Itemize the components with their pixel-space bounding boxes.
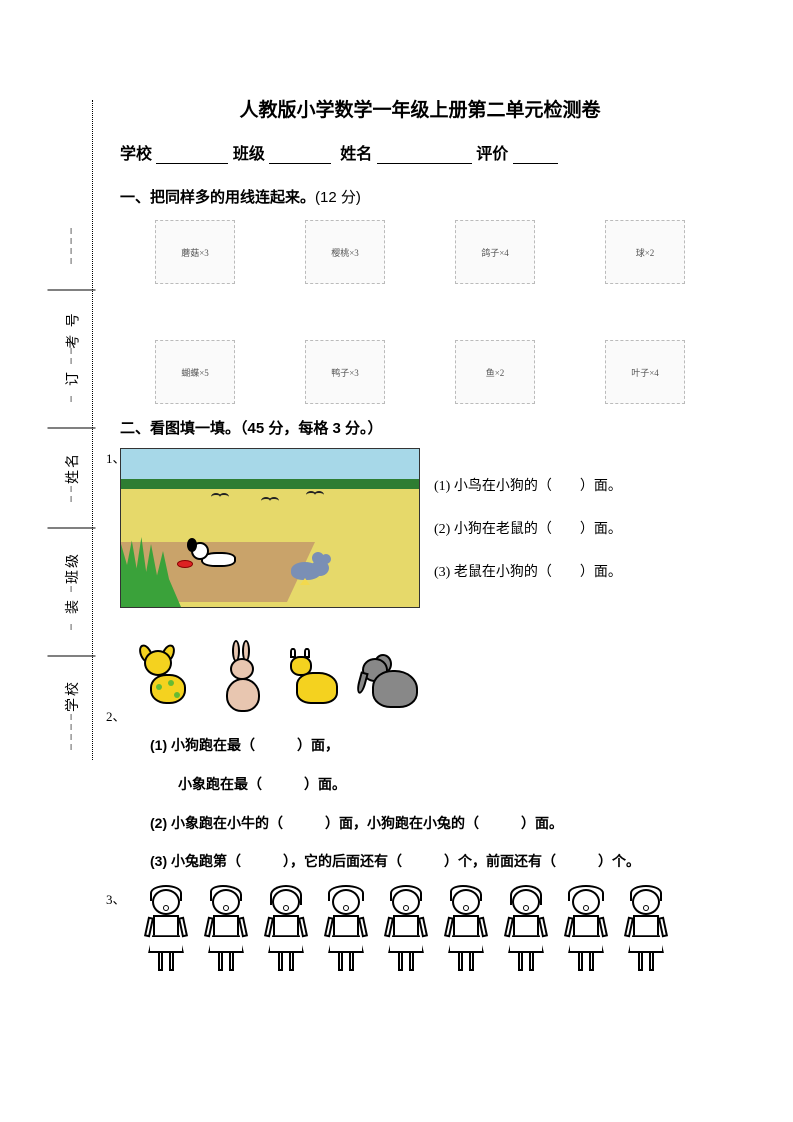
img-pigeons: 鸽子×4 [455,220,535,284]
dots: ┄┄┄┄ [67,710,78,750]
page-title: 人教版小学数学一年级上册第二单元检测卷 [120,95,720,122]
sidebar-blank [48,427,96,428]
q1-wrap: 1、 (1) 小鸟在小狗的（ ）面。 (2) 小狗在老 [120,448,720,608]
section2-head: 二、看图填一填。（45 分，每格 3 分。） [120,417,720,438]
dots: ┄ [67,620,78,630]
s1-row-top: 蘑菇×3 樱桃×3 鸽子×4 球×2 [120,217,720,287]
kid-icon [618,885,676,980]
img-cherries: 樱桃×3 [305,220,385,284]
q2-number: 2、 [106,706,126,725]
img-fish: 鱼×2 [455,340,535,404]
s1-title: 一、把同样多的用线连起来。 [120,189,315,206]
kid-icon [198,885,256,980]
hdr-name: 姓名 [340,146,372,163]
sidebar-class: 班级 [62,552,82,584]
bird-icon [211,493,231,503]
img-mushrooms: 蘑菇×3 [155,220,235,284]
hdr-school: 学校 [120,146,152,163]
dots: ┄┄┄┄ [67,224,78,264]
bird-icon [306,491,326,501]
binding-dots-line [92,100,93,760]
q1-c: (3) 老鼠在小狗的（ ）面。 [434,561,622,581]
blank-eval[interactable] [513,146,558,164]
q2-wrap: 2、 (1) 小狗跑在最（ ）面， 小象跑在最（ ）面。 (2) 小象跑在小牛的… [120,632,720,877]
kid-icon [258,885,316,980]
q2-c: (3) 小兔跑第（ ），它的后面还有（ ）个，前面还有（ ）个。 [150,846,720,877]
q2-a2: 小象跑在最（ ）面。 [178,769,720,800]
animal-rabbit [212,644,274,722]
kid-icon [558,885,616,980]
bird-icon [261,497,281,507]
kid-icon [438,885,496,980]
animal-dog [138,644,200,722]
sidebar-ding: 订 [62,370,82,386]
header-fields: 学校 班级 姓名 评价 [120,140,720,164]
q3-wrap: 3、 [120,885,720,980]
kids-row [138,885,720,980]
kid-icon [318,885,376,980]
blank-name[interactable] [377,146,472,164]
sidebar-name: 姓名 [62,452,82,484]
sidebar-blank [48,289,96,290]
mouse-icon [286,550,336,585]
binding-sidebar: ┄┄┄┄ 学校 ┄ 装 ┄ 班级 ┄┄ 姓名 ┄ 订 ┄┄ 考 号 ┄┄┄┄ [52,110,92,750]
s1-row-bot: 蝴蝶×5 鸭子×3 鱼×2 叶子×4 [120,337,720,407]
sidebar-blank [48,527,96,528]
img-leaves: 叶子×4 [605,340,685,404]
img-butterflies: 蝴蝶×5 [155,340,235,404]
kid-icon [378,885,436,980]
q1-b: (2) 小狗在老鼠的（ ）面。 [434,518,622,538]
dots: ┄┄ [67,482,78,502]
blank-class[interactable] [269,146,331,164]
hdr-eval: 评价 [476,146,508,163]
q3-number: 3、 [106,889,126,908]
section1-head: 一、把同样多的用线连起来。(12 分) [120,186,720,207]
img-ducks: 鸭子×3 [305,340,385,404]
q2-b: (2) 小象跑在小牛的（ ）面，小狗跑在小兔的（ ）面。 [150,808,720,839]
hdr-class: 班级 [233,146,265,163]
animal-cow [286,644,348,722]
img-balls: 球×2 [605,220,685,284]
sidebar-school: 学校 [62,680,82,712]
s2-title: 二、看图填一填。 [120,420,240,437]
s1-pts: (12 分) [315,189,361,206]
q1-a: (1) 小鸟在小狗的（ ）面。 [434,475,622,495]
q2-a1: (1) 小狗跑在最（ ）面， [150,730,720,761]
kid-icon [138,885,196,980]
dog-icon [191,542,246,577]
sidebar-blank [48,655,96,656]
s1-gap [120,297,720,333]
q1-lines: (1) 小鸟在小狗的（ ）面。 (2) 小狗在老鼠的（ ）面。 (3) 老鼠在小… [434,448,622,608]
blank-school[interactable] [156,146,228,164]
animal-elephant [360,644,422,722]
sidebar-zhuang: 装 [62,598,82,614]
animal-row [138,632,720,722]
kid-icon [498,885,556,980]
dots: ┄ [67,392,78,402]
scene-illustration [120,448,420,608]
sidebar-exam: 考 号 [62,311,82,349]
s2-pts: （45 分，每格 3 分。） [240,420,383,437]
